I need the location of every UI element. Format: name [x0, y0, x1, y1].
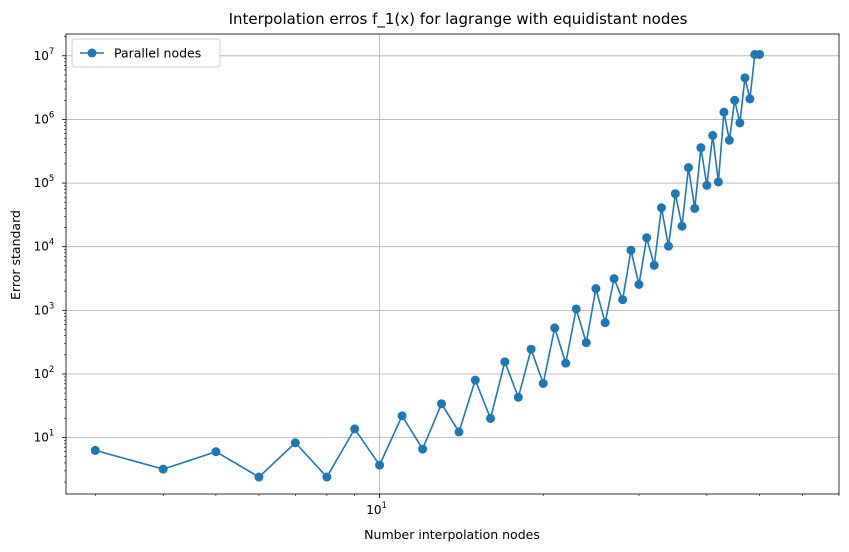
y-tick-base: 10: [34, 367, 49, 381]
y-tick-label: 107: [34, 47, 55, 63]
data-point: [470, 375, 480, 385]
data-point: [350, 424, 360, 434]
data-point: [656, 203, 666, 213]
data-point: [609, 274, 619, 284]
data-series: [90, 49, 765, 482]
plot-frame: [65, 33, 840, 495]
data-point: [708, 130, 718, 140]
data-point: [719, 107, 729, 117]
y-tick-label: 104: [34, 238, 55, 254]
data-point: [581, 338, 591, 348]
data-point: [642, 233, 652, 243]
data-point: [740, 73, 750, 83]
y-tick-base: 10: [34, 303, 49, 317]
data-point: [158, 464, 168, 474]
y-tick-base: 10: [34, 49, 49, 63]
data-point: [730, 95, 740, 105]
y-tick-label: 102: [34, 365, 55, 381]
legend-point-marker: [87, 48, 97, 58]
data-point: [571, 304, 581, 314]
legend-label: Parallel nodes: [114, 46, 201, 61]
y-tick-label: 106: [34, 110, 55, 126]
data-point: [486, 413, 496, 423]
data-point: [397, 411, 407, 421]
data-point: [90, 445, 100, 455]
data-point: [690, 203, 700, 213]
data-point: [418, 444, 428, 454]
data-point: [538, 378, 548, 388]
data-point: [696, 143, 706, 153]
data-point: [618, 295, 628, 305]
data-point: [755, 49, 765, 59]
y-tick-exponent: 3: [49, 301, 54, 311]
legend-box: [71, 38, 221, 68]
data-point: [290, 438, 300, 448]
data-point: [211, 447, 221, 457]
data-point: [591, 284, 601, 294]
x-tick-label: 101: [366, 501, 387, 517]
y-tick-label: 103: [34, 301, 55, 317]
data-point: [513, 392, 523, 402]
data-point: [454, 427, 464, 437]
x-tick-exponent: 1: [381, 501, 386, 511]
y-tick-exponent: 5: [49, 174, 54, 184]
x-tick-base: 10: [366, 503, 381, 517]
y-tick-base: 10: [34, 431, 49, 445]
data-point: [254, 472, 264, 482]
data-point: [626, 245, 636, 255]
y-tick-exponent: 6: [49, 110, 54, 120]
data-point: [500, 357, 510, 367]
x-axis-label: Number interpolation nodes: [364, 527, 540, 542]
data-point: [649, 260, 659, 270]
data-point: [375, 460, 385, 470]
y-tick-exponent: 7: [49, 47, 54, 57]
y-tick-label: 105: [34, 174, 55, 190]
data-point: [702, 180, 712, 190]
y-tick-base: 10: [34, 176, 49, 190]
plot-area: [66, 34, 839, 494]
data-point: [745, 94, 755, 104]
data-point: [663, 241, 673, 251]
y-tick-exponent: 1: [49, 429, 54, 439]
legend: Parallel nodes: [71, 38, 221, 68]
data-point: [683, 163, 693, 173]
y-tick-base: 10: [34, 112, 49, 126]
chart-title: Interpolation erros f_1(x) for lagrange …: [229, 10, 688, 29]
data-point: [322, 472, 332, 482]
data-point: [677, 221, 687, 231]
y-tick-label: 101: [34, 429, 55, 445]
series-line: [95, 53, 760, 478]
data-point: [670, 189, 680, 199]
y-tick-exponent: 4: [49, 238, 54, 248]
data-point: [526, 344, 536, 354]
data-point: [600, 318, 610, 328]
y-tick-exponent: 2: [49, 365, 54, 375]
data-point: [561, 358, 571, 368]
data-point: [713, 177, 723, 187]
data-point: [724, 135, 734, 145]
data-point: [634, 279, 644, 289]
data-point: [437, 399, 447, 409]
y-axis-label: Error standard: [8, 210, 23, 300]
data-point: [550, 323, 560, 333]
y-tick-base: 10: [34, 240, 49, 254]
data-point: [735, 118, 745, 128]
